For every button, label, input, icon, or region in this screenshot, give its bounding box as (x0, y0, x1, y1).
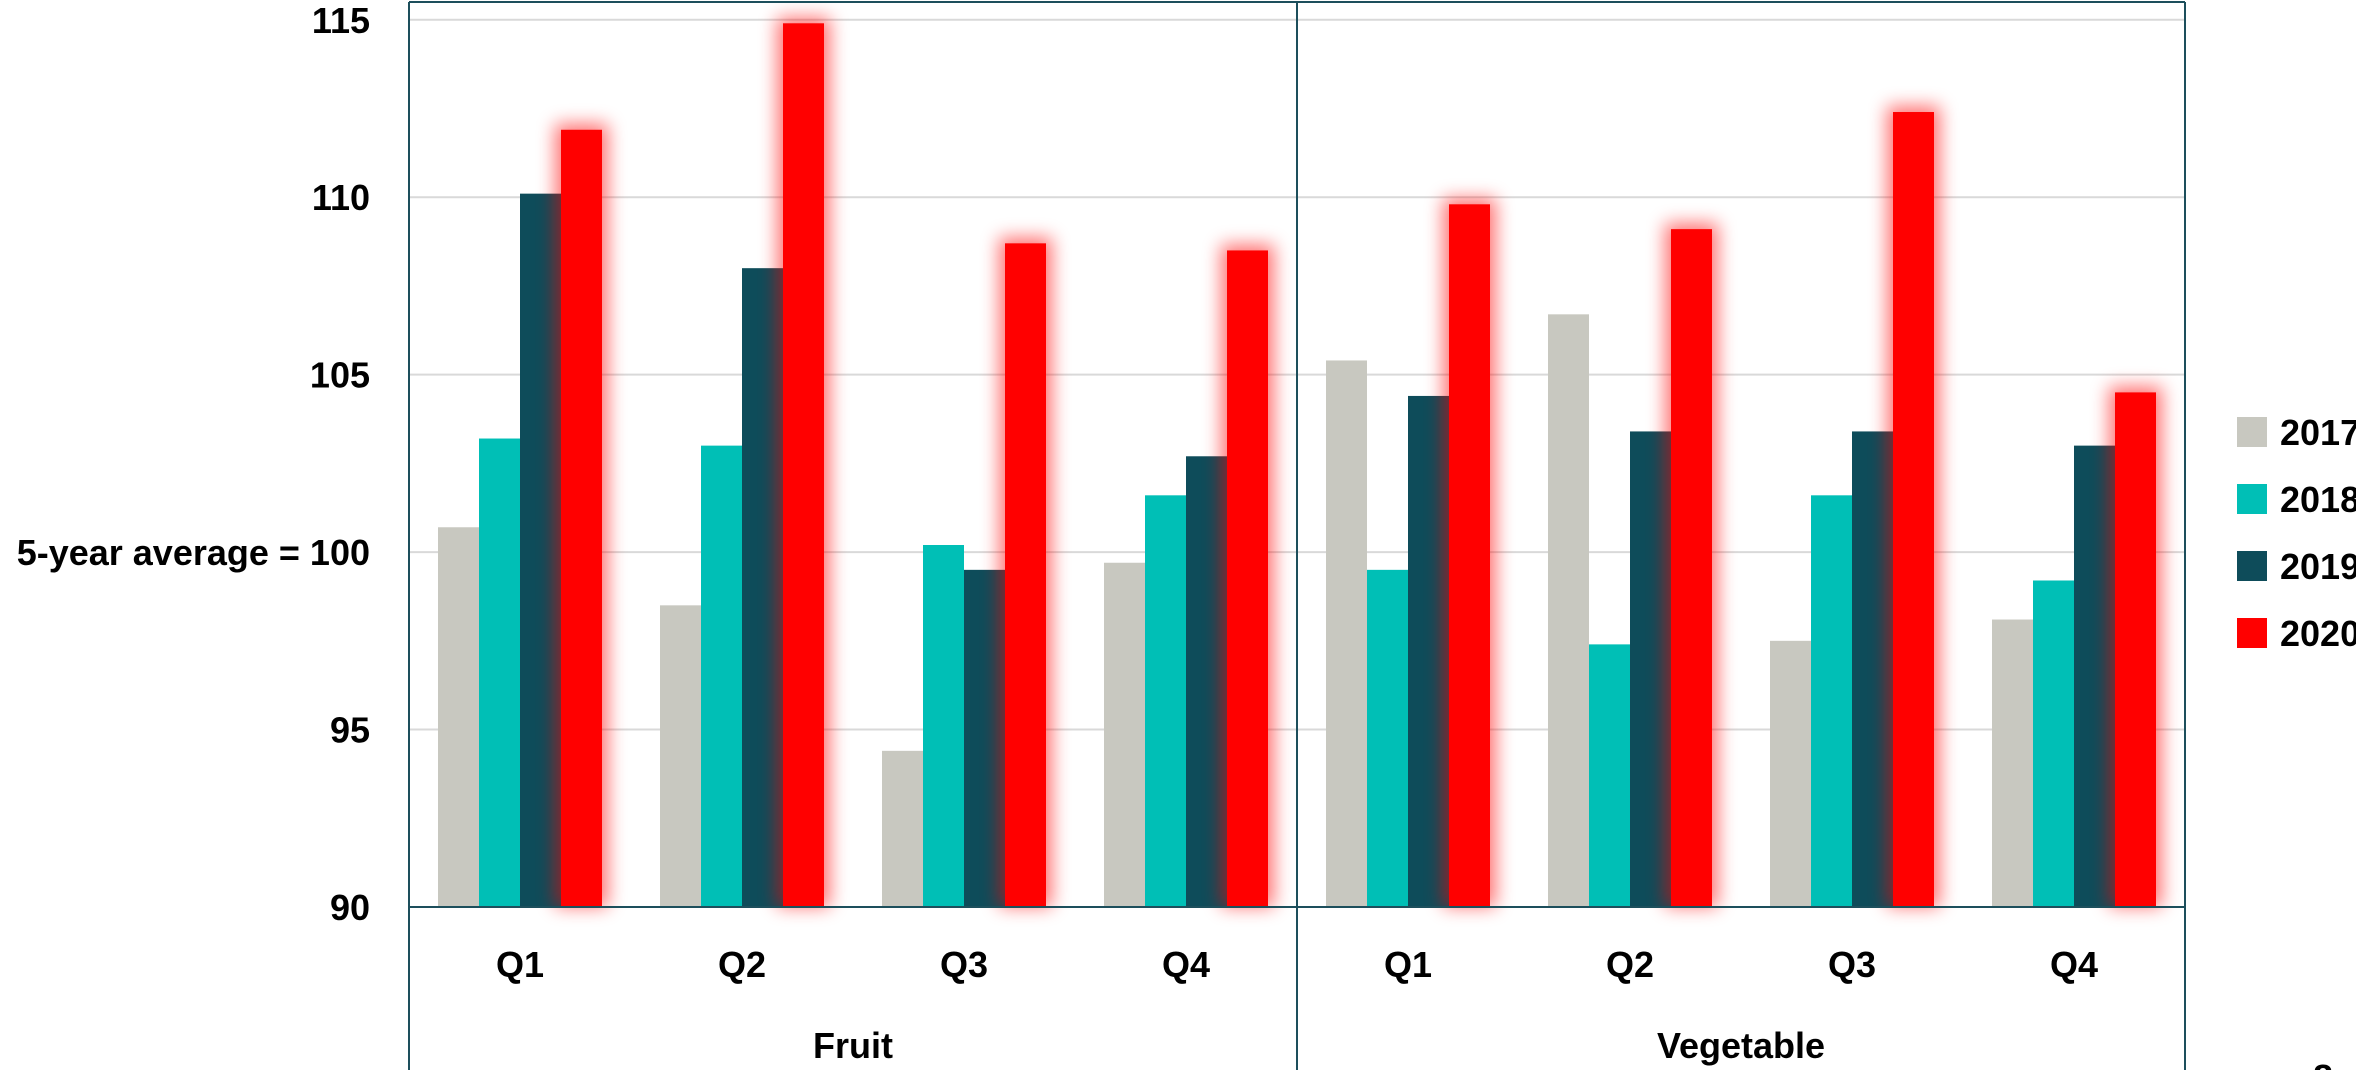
bar-2020-5 (1449, 204, 1490, 907)
bar-2018-1 (479, 438, 520, 907)
axes (408, 1, 2186, 1070)
legend-label: 2020 (2280, 613, 2356, 654)
y-tick-labels: 90 95 5-year average = 100 105 110 115 (17, 0, 370, 928)
x-group-labels: Fruit Vegetable (813, 1025, 1825, 1066)
bar-2019-6 (1630, 431, 1671, 907)
bar-2018-7 (1811, 495, 1852, 907)
legend-swatch-2018 (2237, 484, 2267, 514)
x-category-label: Q3 (1828, 944, 1876, 985)
bar-2018-2 (701, 445, 742, 907)
bars (438, 17, 2162, 908)
bar-2018-4 (1145, 495, 1186, 907)
legend-swatch-2019 (2237, 551, 2267, 581)
bar-2019-7 (1852, 431, 1893, 907)
y-tick-label: 110 (312, 177, 370, 218)
bar-2017-6 (1548, 314, 1589, 907)
legend-label: 2017 (2280, 412, 2356, 453)
bar-2020-7 (1893, 112, 1934, 908)
bar-2020-2 (783, 23, 824, 907)
bar-2019-3 (964, 569, 1005, 907)
bar-2017-1 (438, 527, 479, 907)
y-tick-label: 5-year average = 100 (17, 532, 370, 573)
bar-2018-5 (1367, 569, 1408, 907)
bar-2017-7 (1770, 640, 1811, 907)
y-tick-label: 95 (330, 710, 370, 751)
bar-2020-4 (1227, 250, 1268, 907)
bar-2018-6 (1589, 644, 1630, 907)
y-tick-label: 105 (310, 355, 370, 396)
bar-2019-2 (742, 268, 783, 907)
legend-label: 2019 (2280, 546, 2356, 587)
bar-2018-3 (923, 545, 964, 907)
bar-2017-2 (660, 605, 701, 907)
bar-2017-4 (1104, 562, 1145, 907)
page-number-fragment: 8 (2313, 1057, 2333, 1070)
x-category-label: Q4 (1162, 944, 1210, 985)
bar-2020-8 (2115, 392, 2156, 907)
legend-swatch-2020 (2237, 618, 2267, 648)
x-group-label: Fruit (813, 1025, 893, 1066)
bar-2019-5 (1408, 395, 1449, 907)
y-tick-label: 115 (312, 0, 370, 41)
legend: 2017 2018 2019 2020 (2237, 412, 2356, 654)
x-category-label: Q3 (940, 944, 988, 985)
x-group-label: Vegetable (1657, 1025, 1825, 1066)
x-category-labels: Q1 Q2 Q3 Q4 Q1 Q2 Q3 Q4 (496, 944, 2098, 985)
bar-2019-4 (1186, 456, 1227, 907)
x-category-label: Q1 (496, 944, 544, 985)
x-category-label: Q2 (1606, 944, 1654, 985)
legend-label: 2018 (2280, 479, 2356, 520)
x-category-label: Q1 (1384, 944, 1432, 985)
bar-2019-8 (2074, 445, 2115, 907)
bar-2019-1 (520, 193, 561, 907)
legend-swatch-2017 (2237, 417, 2267, 447)
bar-2018-8 (2033, 580, 2074, 907)
x-category-label: Q2 (718, 944, 766, 985)
bar-2017-5 (1326, 360, 1367, 907)
bar-2017-8 (1992, 619, 2033, 907)
bar-2020-1 (561, 129, 602, 907)
bar-2020-3 (1005, 243, 1046, 908)
x-category-label: Q4 (2050, 944, 2098, 985)
bar-2017-3 (882, 750, 923, 907)
y-tick-label: 90 (330, 887, 370, 928)
bar-2020-6 (1671, 229, 1712, 907)
